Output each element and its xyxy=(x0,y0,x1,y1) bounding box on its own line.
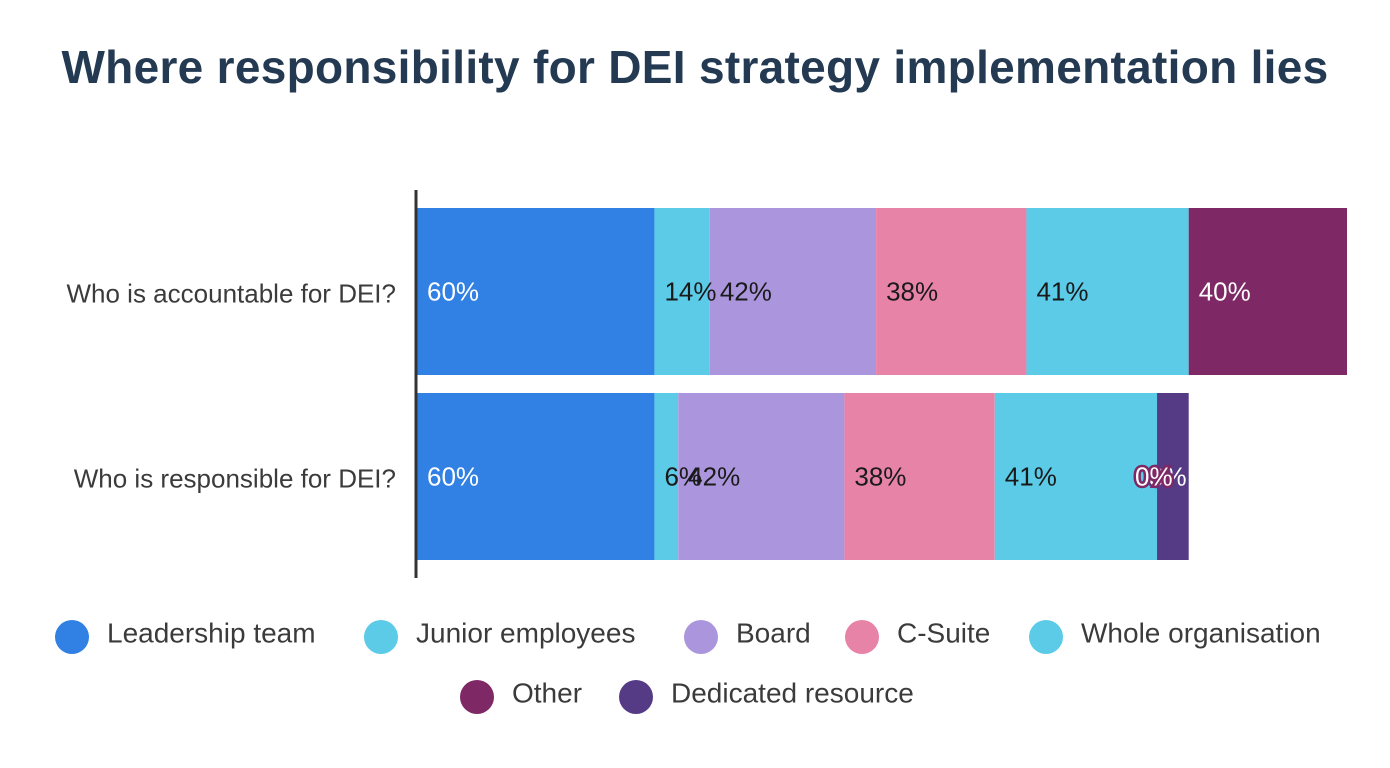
data-label: 0% xyxy=(1135,461,1173,491)
legend-swatch xyxy=(55,620,89,654)
legend-label: Junior employees xyxy=(416,617,635,648)
legend-label: Dedicated resource xyxy=(671,677,914,708)
bar-segment xyxy=(994,393,1158,560)
data-label: 40% xyxy=(1199,276,1251,306)
data-label: 60% xyxy=(427,276,479,306)
legend-swatch xyxy=(845,620,879,654)
chart-title: Where responsibility for DEI strategy im… xyxy=(61,41,1329,93)
data-label: 8% xyxy=(1149,461,1187,491)
data-label: 6% xyxy=(664,461,702,491)
legend-swatch xyxy=(364,620,398,654)
bar-segment xyxy=(876,208,1027,375)
legend-swatch xyxy=(460,680,494,714)
bar-segment xyxy=(417,393,655,560)
bar-segment xyxy=(417,208,655,375)
legend-label: C-Suite xyxy=(897,617,990,648)
category-label: Who is responsible for DEI? xyxy=(74,463,396,493)
bar-segment xyxy=(654,208,710,375)
bar-segment xyxy=(1026,208,1189,375)
data-label: 38% xyxy=(854,461,906,491)
data-label: 60% xyxy=(427,461,479,491)
data-label: 42% xyxy=(720,276,772,306)
bar-segment xyxy=(1188,208,1347,375)
legend-label: Board xyxy=(736,617,811,648)
legend-label: Other xyxy=(512,677,582,708)
category-label: Who is accountable for DEI? xyxy=(67,278,397,308)
legend-label: Leadership team xyxy=(107,617,316,648)
data-label: 42% xyxy=(688,461,740,491)
legend: Leadership team Junior employees Board C-Su… xyxy=(55,617,1321,714)
bars-layer xyxy=(417,208,1347,560)
bar-segment xyxy=(844,393,995,560)
bar-segment xyxy=(709,208,877,375)
bar-segment xyxy=(654,393,679,560)
data-label: 38% xyxy=(886,276,938,306)
data-label: 41% xyxy=(1005,461,1057,491)
bar-segment xyxy=(1157,393,1189,560)
labels-layer: Who is accountable for DEI? 60% 14% 42% 38% 4… xyxy=(67,276,1251,494)
legend-label: Whole organisation xyxy=(1081,617,1321,648)
legend-swatch xyxy=(1029,620,1063,654)
bar-segment xyxy=(678,393,845,560)
data-label: 41% xyxy=(1036,276,1088,306)
data-label: 14% xyxy=(664,276,716,306)
legend-swatch xyxy=(684,620,718,654)
legend-swatch xyxy=(619,680,653,714)
